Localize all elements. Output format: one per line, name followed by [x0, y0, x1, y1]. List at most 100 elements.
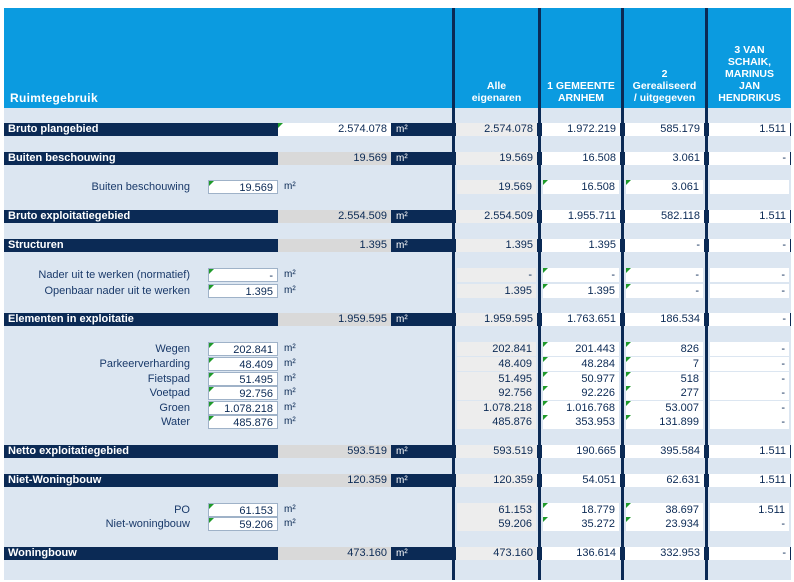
data-cell[interactable]: 51.495 — [457, 372, 536, 386]
data-cell[interactable]: 120.359 — [456, 474, 537, 487]
data-cell[interactable]: 35.272 — [543, 517, 619, 531]
data-cell[interactable]: 61.153 — [457, 503, 536, 517]
row-input-value[interactable]: 1.395 — [208, 284, 278, 298]
data-cell[interactable]: 1.395 — [543, 284, 619, 298]
row-input-value[interactable]: 48.409 — [208, 357, 278, 371]
row-total-value[interactable]: 2.554.509 — [278, 210, 391, 223]
row-total-value[interactable]: 473.160 — [278, 547, 391, 560]
data-cell[interactable]: 1.395 — [457, 284, 536, 298]
data-cell[interactable]: 826 — [626, 342, 703, 356]
data-cell[interactable]: 48.284 — [543, 357, 619, 371]
data-cell[interactable]: 518 — [626, 372, 703, 386]
data-cell[interactable]: 3.061 — [625, 152, 704, 165]
row-total-value[interactable]: 1.395 — [278, 239, 391, 252]
data-cell[interactable]: 1.955.711 — [542, 210, 620, 223]
data-cell[interactable]: 50.977 — [543, 372, 619, 386]
data-cell[interactable]: - — [709, 239, 790, 252]
data-cell[interactable]: 1.395 — [456, 239, 537, 252]
data-cell[interactable]: - — [709, 313, 790, 326]
row-label: Bruto exploitatiegebied — [8, 210, 131, 222]
row-input-value[interactable]: 202.841 — [208, 342, 278, 356]
data-cell[interactable]: 92.756 — [457, 386, 536, 400]
data-cell[interactable]: 332.953 — [625, 547, 704, 560]
data-cell[interactable]: 202.841 — [457, 342, 536, 356]
data-cell[interactable]: - — [625, 239, 704, 252]
data-cell[interactable]: 277 — [626, 386, 703, 400]
data-cell[interactable]: 1.511 — [710, 503, 789, 517]
row-total-value[interactable]: 19.569 — [278, 152, 391, 165]
row-input-value[interactable]: 59.206 — [208, 517, 278, 531]
data-cell[interactable]: - — [626, 268, 703, 282]
data-cell[interactable]: - — [709, 547, 790, 560]
data-cell[interactable]: - — [710, 284, 789, 298]
data-cell[interactable]: - — [710, 415, 789, 429]
data-cell[interactable]: - — [709, 152, 790, 165]
data-cell[interactable]: 19.569 — [457, 180, 536, 194]
data-cell[interactable]: 582.118 — [625, 210, 704, 223]
data-cell[interactable]: - — [710, 372, 789, 386]
data-cell[interactable]: 1.078.218 — [457, 401, 536, 415]
data-cell[interactable]: 201.443 — [543, 342, 619, 356]
data-cell[interactable]: 48.409 — [457, 357, 536, 371]
data-cell[interactable]: 1.959.595 — [456, 313, 537, 326]
data-cell[interactable]: 53.007 — [626, 401, 703, 415]
row-input-value[interactable]: 1.078.218 — [208, 401, 278, 415]
data-cell[interactable] — [710, 180, 789, 194]
data-cell[interactable]: 395.584 — [625, 445, 704, 458]
data-cell[interactable]: 38.697 — [626, 503, 703, 517]
data-cell[interactable]: 92.226 — [543, 386, 619, 400]
data-cell[interactable]: 593.519 — [456, 445, 537, 458]
column-header-van-schaik[interactable]: 3 VAN SCHAIK, MARINUS JAN HENDRIKUS — [708, 8, 791, 108]
data-cell[interactable]: - — [710, 386, 789, 400]
data-cell[interactable]: 62.631 — [625, 474, 704, 487]
data-cell[interactable]: 59.206 — [457, 517, 536, 531]
data-cell[interactable]: 136.614 — [542, 547, 620, 560]
data-cell[interactable]: 1.511 — [709, 474, 790, 487]
data-cell[interactable]: 1.016.768 — [543, 401, 619, 415]
row-input-value[interactable]: 61.153 — [208, 503, 278, 517]
data-cell[interactable]: - — [710, 268, 789, 282]
data-cell[interactable]: 2.574.078 — [456, 123, 537, 136]
data-cell[interactable]: 7 — [626, 357, 703, 371]
data-cell[interactable]: - — [710, 357, 789, 371]
data-cell[interactable]: 19.569 — [456, 152, 537, 165]
data-cell[interactable]: 16.508 — [542, 152, 620, 165]
column-header-gemeente[interactable]: 1 GEMEENTE ARNHEM — [541, 8, 621, 108]
row-input-value[interactable]: 92.756 — [208, 386, 278, 400]
data-cell[interactable]: 16.508 — [543, 180, 619, 194]
data-cell[interactable]: - — [710, 517, 789, 531]
row-total-value[interactable]: 1.959.595 — [278, 313, 391, 326]
data-cell[interactable]: - — [710, 342, 789, 356]
data-cell[interactable]: 473.160 — [456, 547, 537, 560]
column-header-all[interactable]: Alle eigenaren — [455, 8, 538, 108]
data-cell[interactable]: 485.876 — [457, 415, 536, 429]
row-input-value[interactable]: 51.495 — [208, 372, 278, 386]
row-total-value[interactable]: 120.359 — [278, 474, 391, 487]
data-cell[interactable]: 18.779 — [543, 503, 619, 517]
data-cell[interactable]: 1.511 — [709, 123, 790, 136]
data-cell[interactable]: 1.511 — [709, 210, 790, 223]
data-cell[interactable]: 1.972.219 — [542, 123, 620, 136]
row-total-value[interactable]: 2.574.078 — [278, 123, 391, 136]
row-input-value[interactable]: 485.876 — [208, 415, 278, 429]
row-input-value[interactable]: 19.569 — [208, 180, 278, 194]
row-total-value[interactable]: 593.519 — [278, 445, 391, 458]
data-cell[interactable]: 1.763.651 — [542, 313, 620, 326]
data-cell[interactable]: 353.953 — [543, 415, 619, 429]
data-cell[interactable]: 2.554.509 — [456, 210, 537, 223]
data-cell[interactable]: - — [626, 284, 703, 298]
data-cell[interactable]: 190.665 — [542, 445, 620, 458]
data-cell[interactable]: 131.899 — [626, 415, 703, 429]
data-cell[interactable]: 54.051 — [542, 474, 620, 487]
data-cell[interactable]: - — [543, 268, 619, 282]
data-cell[interactable]: - — [710, 401, 789, 415]
column-header-gerealiseerd[interactable]: 2 Gerealiseerd / uitgegeven — [624, 8, 705, 108]
data-cell[interactable]: 23.934 — [626, 517, 703, 531]
data-cell[interactable]: 3.061 — [626, 180, 703, 194]
data-cell[interactable]: 1.511 — [709, 445, 790, 458]
data-cell[interactable]: 186.534 — [625, 313, 704, 326]
row-input-value[interactable]: - — [208, 268, 278, 282]
data-cell[interactable]: - — [457, 268, 536, 282]
data-cell[interactable]: 585.179 — [625, 123, 704, 136]
data-cell[interactable]: 1.395 — [542, 239, 620, 252]
